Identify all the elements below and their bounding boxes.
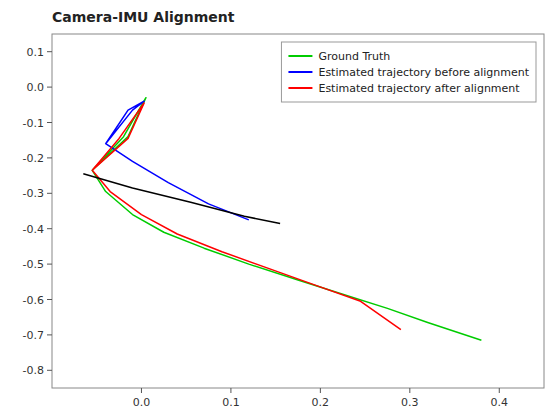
legend-label: Estimated trajectory after alignment bbox=[318, 82, 520, 95]
legend-swatch bbox=[288, 87, 312, 89]
y-tick bbox=[47, 157, 52, 158]
y-tick-label: -0.1 bbox=[23, 117, 44, 130]
title: Camera-IMU Alignment bbox=[52, 9, 235, 25]
legend-label: Estimated trajectory before alignment bbox=[318, 66, 529, 79]
x-tick bbox=[320, 388, 321, 393]
y-tick bbox=[47, 370, 52, 371]
y-tick bbox=[47, 51, 52, 52]
y-tick bbox=[47, 334, 52, 335]
y-tick bbox=[47, 87, 52, 88]
x-tick-label: 0.2 bbox=[312, 396, 330, 409]
x-tick bbox=[230, 388, 231, 393]
series-line bbox=[106, 101, 249, 220]
x-tick bbox=[141, 388, 142, 393]
x-tick bbox=[499, 388, 500, 393]
y-tick bbox=[47, 193, 52, 194]
x-tick-label: 0.4 bbox=[491, 396, 509, 409]
y-tick bbox=[47, 122, 52, 123]
x-tick-label: 0.3 bbox=[401, 396, 419, 409]
y-tick bbox=[47, 299, 52, 300]
legend-box bbox=[281, 42, 536, 102]
y-tick bbox=[47, 228, 52, 229]
y-tick-label: -0.6 bbox=[23, 294, 44, 307]
axes: 0.0 0.1 0.2 0.3 0.4 0.1 0.0 -0.1 -0.2 -0.3 -0.4 -0.… bbox=[23, 34, 544, 409]
y-tick-label: -0.2 bbox=[23, 152, 44, 165]
y-tick-label: -0.5 bbox=[23, 258, 44, 271]
legend: Ground Truth Estimated trajectory before … bbox=[281, 42, 536, 102]
series-line bbox=[83, 174, 280, 224]
y-tick-label: -0.3 bbox=[23, 187, 44, 200]
y-tick-label: -0.4 bbox=[23, 223, 44, 236]
legend-swatch bbox=[288, 71, 312, 73]
plot-frame bbox=[52, 34, 544, 388]
x-tick bbox=[409, 388, 410, 393]
series-line bbox=[92, 98, 481, 340]
y-tick-label: 0.1 bbox=[27, 46, 45, 59]
y-tick bbox=[47, 264, 52, 265]
x-tick-label: 0.0 bbox=[133, 396, 151, 409]
chart: 0.0 0.1 0.2 0.3 0.4 0.1 0.0 -0.1 -0.2 -0.3 -0.4 -0.… bbox=[0, 0, 560, 420]
y-tick-label: 0.0 bbox=[27, 81, 45, 94]
y-tick-label: -0.8 bbox=[23, 364, 44, 377]
plot-area bbox=[83, 98, 481, 340]
y-tick-label: -0.7 bbox=[23, 329, 44, 342]
legend-swatch bbox=[288, 55, 312, 57]
x-tick-label: 0.1 bbox=[222, 396, 240, 409]
legend-label: Ground Truth bbox=[318, 50, 390, 63]
